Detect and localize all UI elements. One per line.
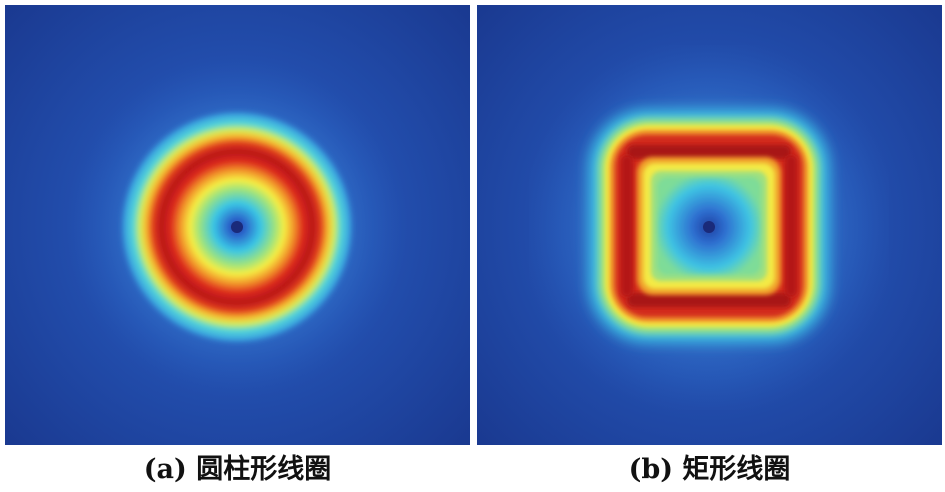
caption-rectangular-coil: (b) 矩形线圈 bbox=[628, 454, 791, 485]
field-map-rectangular-coil bbox=[477, 5, 942, 445]
band-dark-red-left bbox=[621, 155, 633, 297]
band-dark-red-bottom bbox=[627, 293, 791, 307]
center-dot bbox=[231, 221, 243, 233]
center-dot bbox=[703, 221, 715, 233]
field-map-cylindrical-coil bbox=[5, 5, 470, 445]
band-dark-red-right bbox=[785, 155, 797, 297]
band-dark-red-top bbox=[627, 145, 791, 159]
rectangular-coil-heatmap bbox=[477, 5, 942, 445]
cylindrical-coil-heatmap bbox=[5, 5, 470, 445]
caption-cylindrical-coil: (a) 圆柱形线圈 bbox=[143, 454, 332, 485]
